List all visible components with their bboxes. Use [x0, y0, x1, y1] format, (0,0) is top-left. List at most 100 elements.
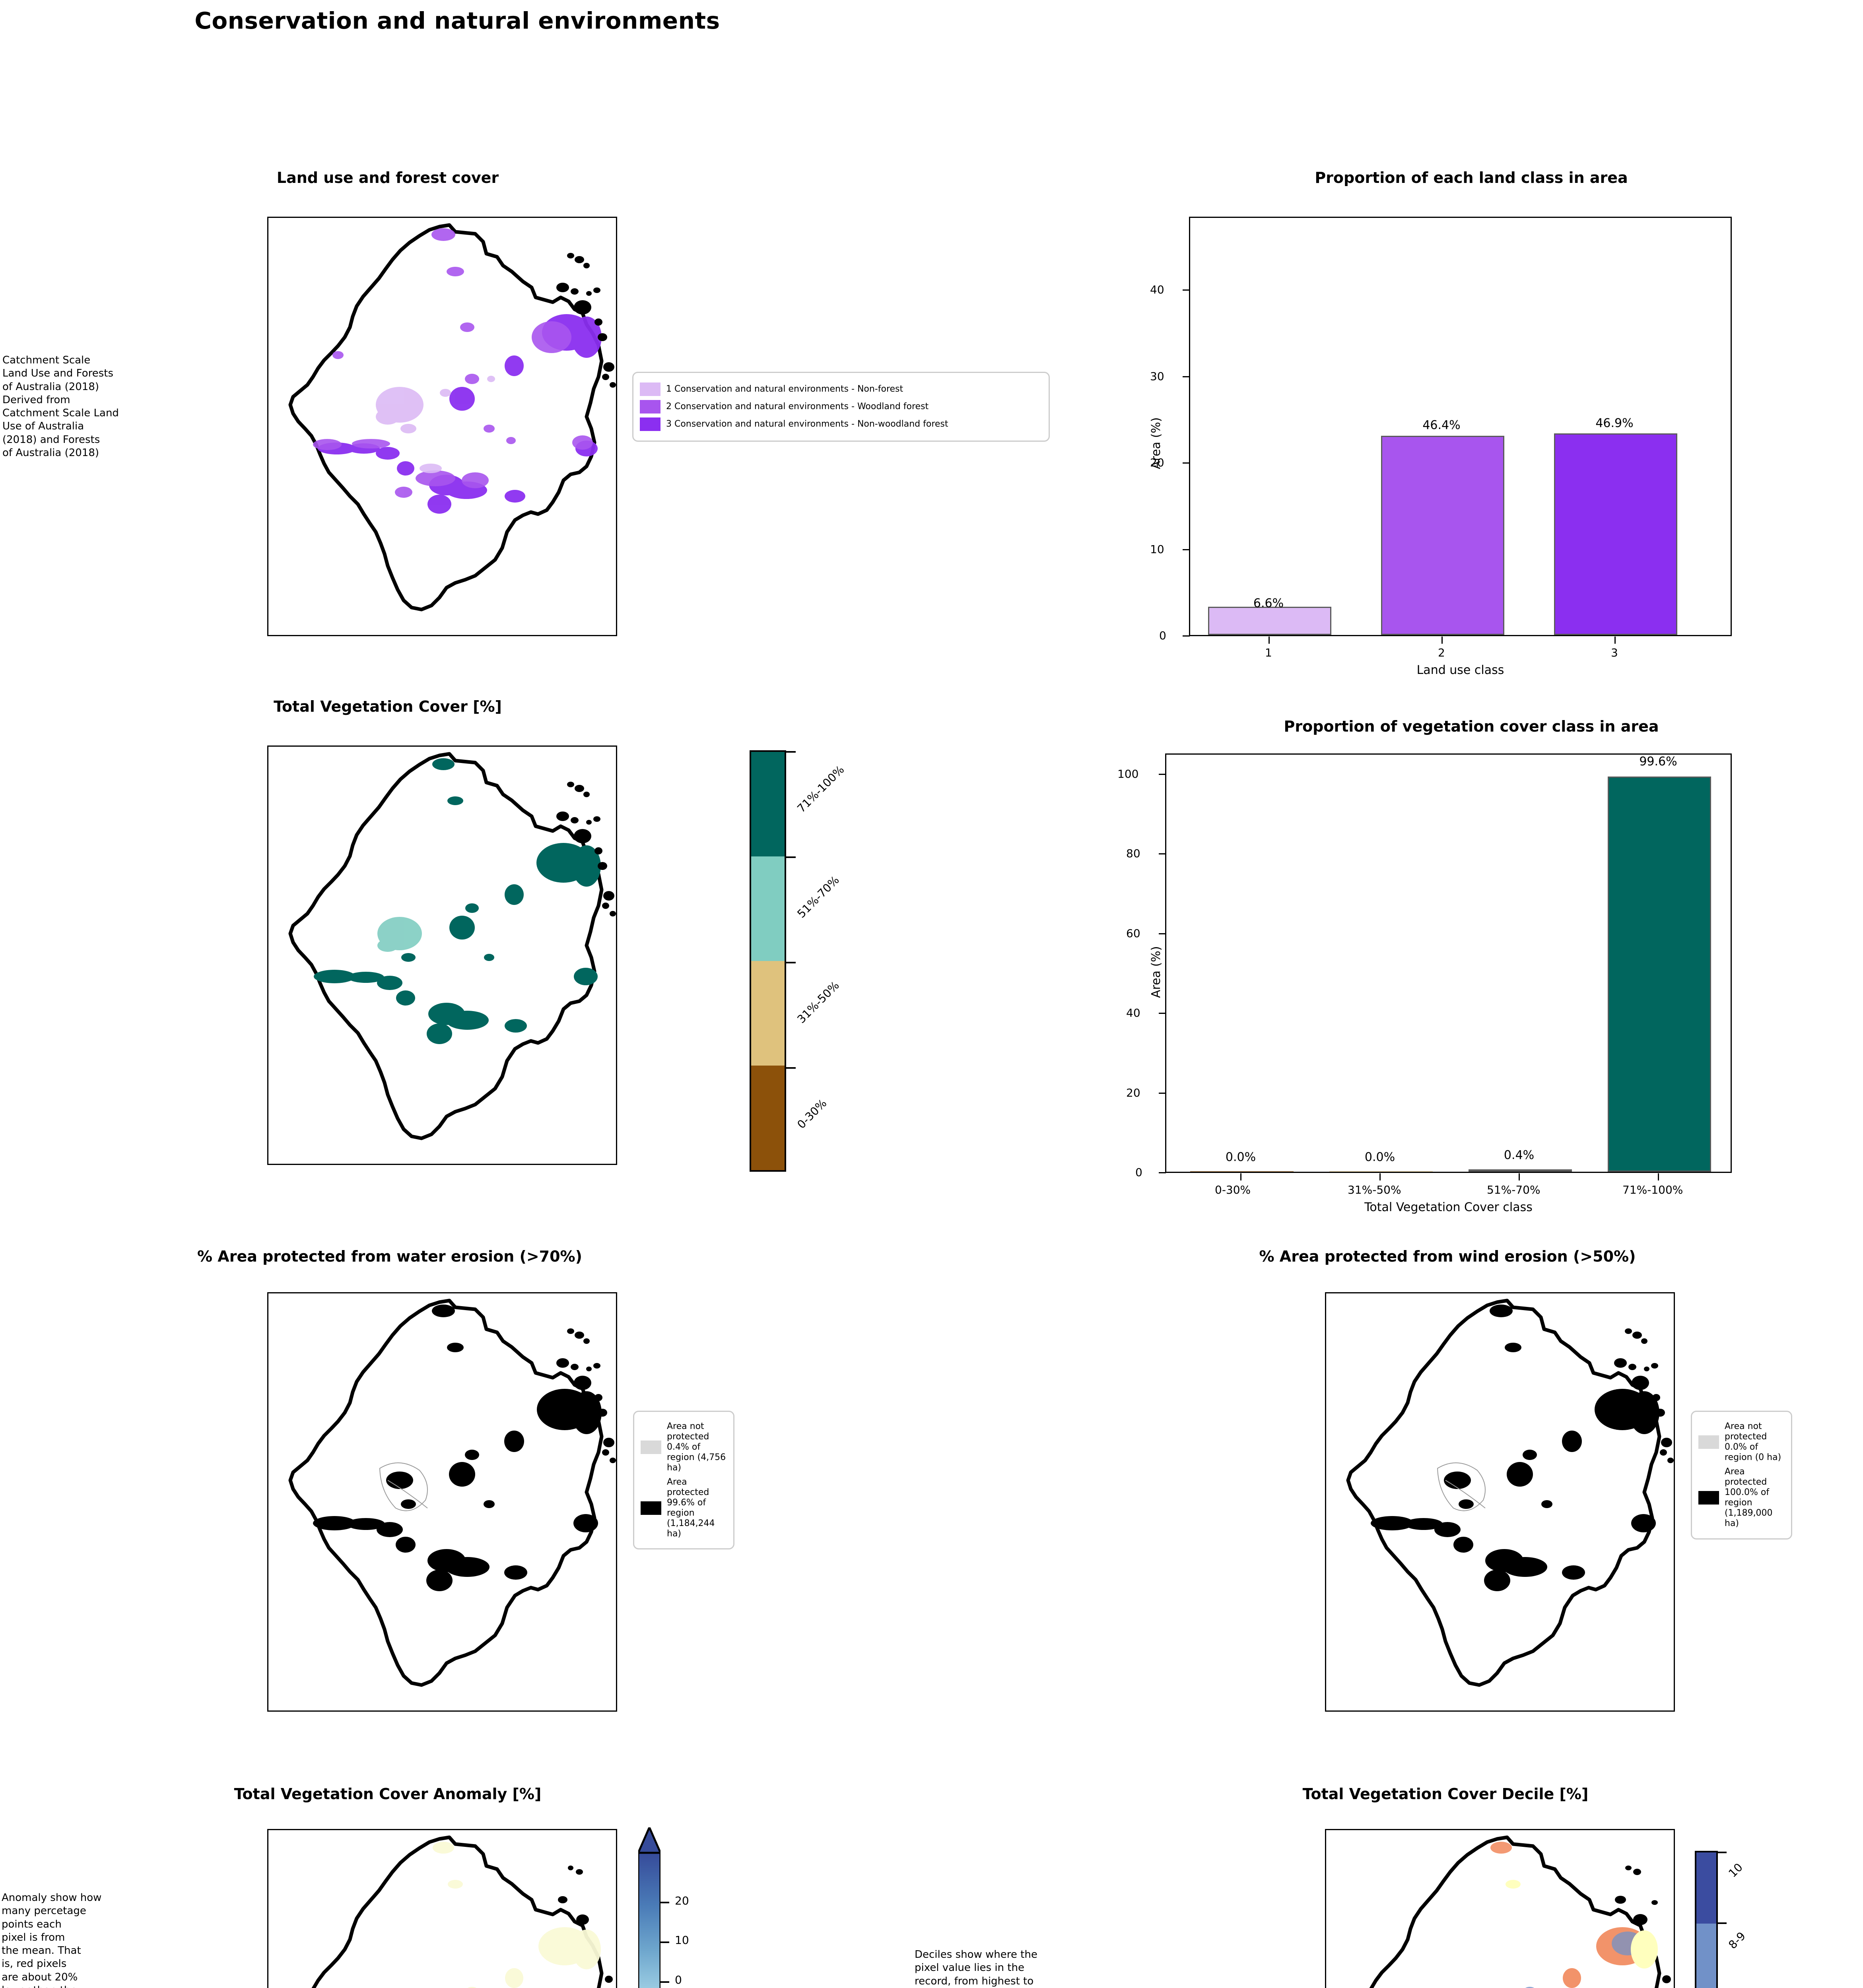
land-use-legend: 1 Conservation and natural environments … — [632, 372, 1050, 442]
colorbar-segment-decile-10 — [1696, 1852, 1716, 1924]
bar-veg-51-70[interactable] — [1469, 1169, 1572, 1172]
bar-class-3[interactable] — [1554, 433, 1677, 635]
veg-cover-colorbar — [750, 750, 786, 1172]
veg-class-chart-title: Proportion of vegetation cover class in … — [1284, 718, 1659, 735]
anomaly-tick-20: 20 — [675, 1894, 689, 1907]
legend-item: Area not protected 0.4% of region (4,756… — [641, 1421, 727, 1473]
anomaly-map-title: Total Vegetation Cover Anomaly [%] — [234, 1785, 542, 1803]
legend-swatch-class-3 — [640, 417, 661, 431]
bar-label-class-3: 46.9% — [1595, 416, 1634, 430]
decile-label-10: 10 — [1726, 1860, 1745, 1880]
colorbar-segment-51-70 — [751, 856, 785, 961]
xtick-veg-0-30: 0-30% — [1215, 1183, 1251, 1196]
bar-class-2[interactable] — [1381, 435, 1504, 635]
ytick-0: 0 — [1159, 629, 1166, 642]
xtick-class-2: 2 — [1438, 646, 1445, 659]
decile-map-graphic — [1369, 1835, 1671, 1988]
ytick-veg-100: 100 — [1117, 767, 1139, 780]
veg-cover-map-graphic — [288, 752, 616, 1140]
anomaly-colorbar — [638, 1853, 661, 1988]
colorbar-label-0-30: 0-30% — [795, 1097, 830, 1132]
bar-label-veg-31-50: 0.0% — [1364, 1150, 1395, 1164]
anomaly-map[interactable] — [267, 1829, 617, 1988]
bar-label-class-2: 46.4% — [1422, 418, 1461, 432]
water-erosion-legend: Area not protected 0.4% of region (4,756… — [633, 1411, 734, 1550]
ytick-veg-20: 20 — [1126, 1086, 1140, 1099]
ytick-10: 10 — [1150, 543, 1164, 556]
ytick-40: 40 — [1150, 283, 1164, 296]
xtick-veg-71-100: 71%-100% — [1622, 1183, 1683, 1196]
colorbar-label-31-50: 31%-50% — [795, 978, 842, 1026]
bar-veg-0-30[interactable] — [1190, 1171, 1294, 1172]
anomaly-map-graphic — [311, 1835, 613, 1988]
bar-label-class-1: 6.6% — [1253, 596, 1284, 610]
wind-erosion-map-title: % Area protected from wind erosion (>50%… — [1259, 1248, 1636, 1265]
ytick-30: 30 — [1150, 370, 1164, 383]
bar-veg-31-50[interactable] — [1329, 1171, 1433, 1172]
veg-cover-map-title: Total Vegetation Cover [%] — [274, 698, 502, 715]
legend-swatch-protected-wind — [1698, 1491, 1719, 1505]
land-class-chart-xlabel: Land use class — [1416, 663, 1504, 677]
legend-item: 3 Conservation and natural environments … — [640, 417, 1042, 431]
xtick-veg-51-70: 51%-70% — [1487, 1183, 1541, 1196]
colorbar-segment-0-30 — [751, 1066, 785, 1170]
land-class-chart-plot — [1189, 217, 1732, 636]
legend-item: Area protected 99.6% of region (1,184,24… — [641, 1477, 727, 1539]
veg-class-chart-plot — [1165, 753, 1732, 1173]
page-title: Conservation and natural environments — [194, 7, 720, 34]
legend-label-protected-water: Area protected 99.6% of region (1,184,24… — [667, 1477, 715, 1539]
bar-label-veg-71-100: 99.6% — [1639, 755, 1677, 769]
veg-class-chart-xlabel: Total Vegetation Cover class — [1364, 1200, 1533, 1214]
colorbar-segment-71-100 — [751, 752, 785, 856]
wind-erosion-map[interactable] — [1325, 1292, 1675, 1712]
legend-item: 2 Conservation and natural environments … — [640, 400, 1042, 414]
water-erosion-map[interactable] — [267, 1292, 617, 1712]
colorbar-segment-decile-8-9 — [1696, 1923, 1716, 1988]
ytick-veg-40: 40 — [1126, 1006, 1140, 1019]
land-class-chart-title: Proportion of each land class in area — [1315, 169, 1628, 186]
anomaly-tick-0: 0 — [675, 1973, 682, 1986]
land-use-side-note: Catchment Scale Land Use and Forests of … — [2, 354, 119, 459]
decile-map[interactable] — [1325, 1829, 1675, 1988]
decile-label-8-9: 8-9 — [1726, 1929, 1748, 1952]
legend-label-class-2: 2 Conservation and natural environments … — [666, 402, 929, 412]
legend-item: Area protected 100.0% of region (1,189,0… — [1698, 1467, 1785, 1529]
ytick-veg-0: 0 — [1135, 1166, 1142, 1179]
bar-veg-71-100[interactable] — [1608, 776, 1711, 1172]
colorbar-label-71-100: 71%-100% — [795, 763, 847, 815]
xtick-class-3: 3 — [1611, 646, 1618, 659]
legend-label-not-protected-water: Area not protected 0.4% of region (4,756… — [667, 1421, 726, 1473]
veg-class-chart-ylabel: Area (%) — [1149, 946, 1163, 998]
colorbar-segment-31-50 — [751, 961, 785, 1066]
legend-swatch-class-1 — [640, 382, 661, 396]
xtick-veg-31-50: 31%-50% — [1348, 1183, 1401, 1196]
veg-cover-map[interactable] — [267, 746, 617, 1165]
wind-erosion-legend: Area not protected 0.0% of region (0 ha)… — [1691, 1411, 1792, 1540]
legend-item: Area not protected 0.0% of region (0 ha) — [1698, 1421, 1785, 1463]
legend-label-class-3: 3 Conservation and natural environments … — [666, 419, 948, 429]
anomaly-side-note: Anomaly show how many percetage points e… — [2, 1892, 102, 1988]
land-use-map-graphic — [288, 223, 616, 612]
water-erosion-map-title: % Area protected from water erosion (>70… — [197, 1248, 583, 1265]
bar-class-1[interactable] — [1208, 606, 1331, 635]
water-erosion-map-graphic — [288, 1299, 616, 1687]
ytick-20: 20 — [1150, 456, 1164, 469]
legend-item: 1 Conservation and natural environments … — [640, 382, 1042, 396]
legend-label-protected-wind: Area protected 100.0% of region (1,189,0… — [1725, 1466, 1773, 1528]
ytick-veg-60: 60 — [1126, 927, 1140, 940]
ytick-veg-80: 80 — [1126, 847, 1140, 860]
bar-label-veg-51-70: 0.4% — [1504, 1148, 1535, 1162]
bar-label-veg-0-30: 0.0% — [1225, 1150, 1256, 1164]
legend-swatch-class-2 — [640, 400, 661, 414]
colorbar-label-51-70: 51%-70% — [795, 873, 842, 921]
decile-side-note: Deciles show where the pixel value lies … — [915, 1949, 1037, 1987]
legend-label-not-protected-wind: Area not protected 0.0% of region (0 ha) — [1725, 1421, 1781, 1462]
land-use-map[interactable] — [267, 217, 617, 636]
legend-swatch-protected-water — [641, 1501, 661, 1515]
decile-colorbar — [1695, 1851, 1718, 1988]
xtick-class-1: 1 — [1265, 646, 1272, 659]
anomaly-colorbar-arrows — [638, 1827, 661, 1988]
decile-map-title: Total Vegetation Cover Decile [%] — [1302, 1785, 1589, 1803]
legend-swatch-not-protected-wind — [1698, 1435, 1719, 1449]
legend-label-class-1: 1 Conservation and natural environments … — [666, 384, 903, 394]
